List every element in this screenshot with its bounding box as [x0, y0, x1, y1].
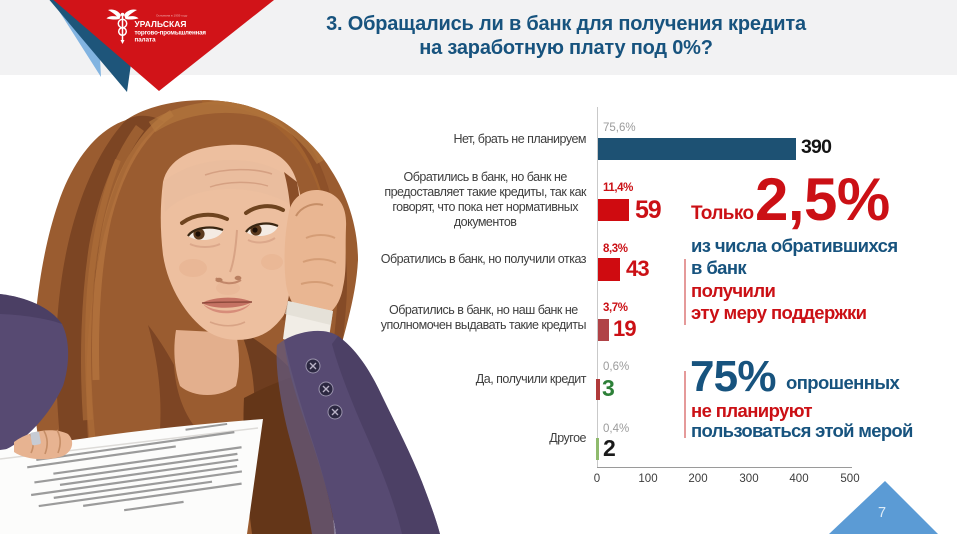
- svg-text:торгово-промышленная: торгово-промышленная: [135, 29, 207, 36]
- svg-text:7: 7: [878, 505, 886, 521]
- svg-text:Основана в 1959 году: Основана в 1959 году: [156, 14, 188, 18]
- svg-text:палата: палата: [135, 36, 157, 43]
- svg-text:УРАЛЬСКАЯ: УРАЛЬСКАЯ: [135, 19, 187, 29]
